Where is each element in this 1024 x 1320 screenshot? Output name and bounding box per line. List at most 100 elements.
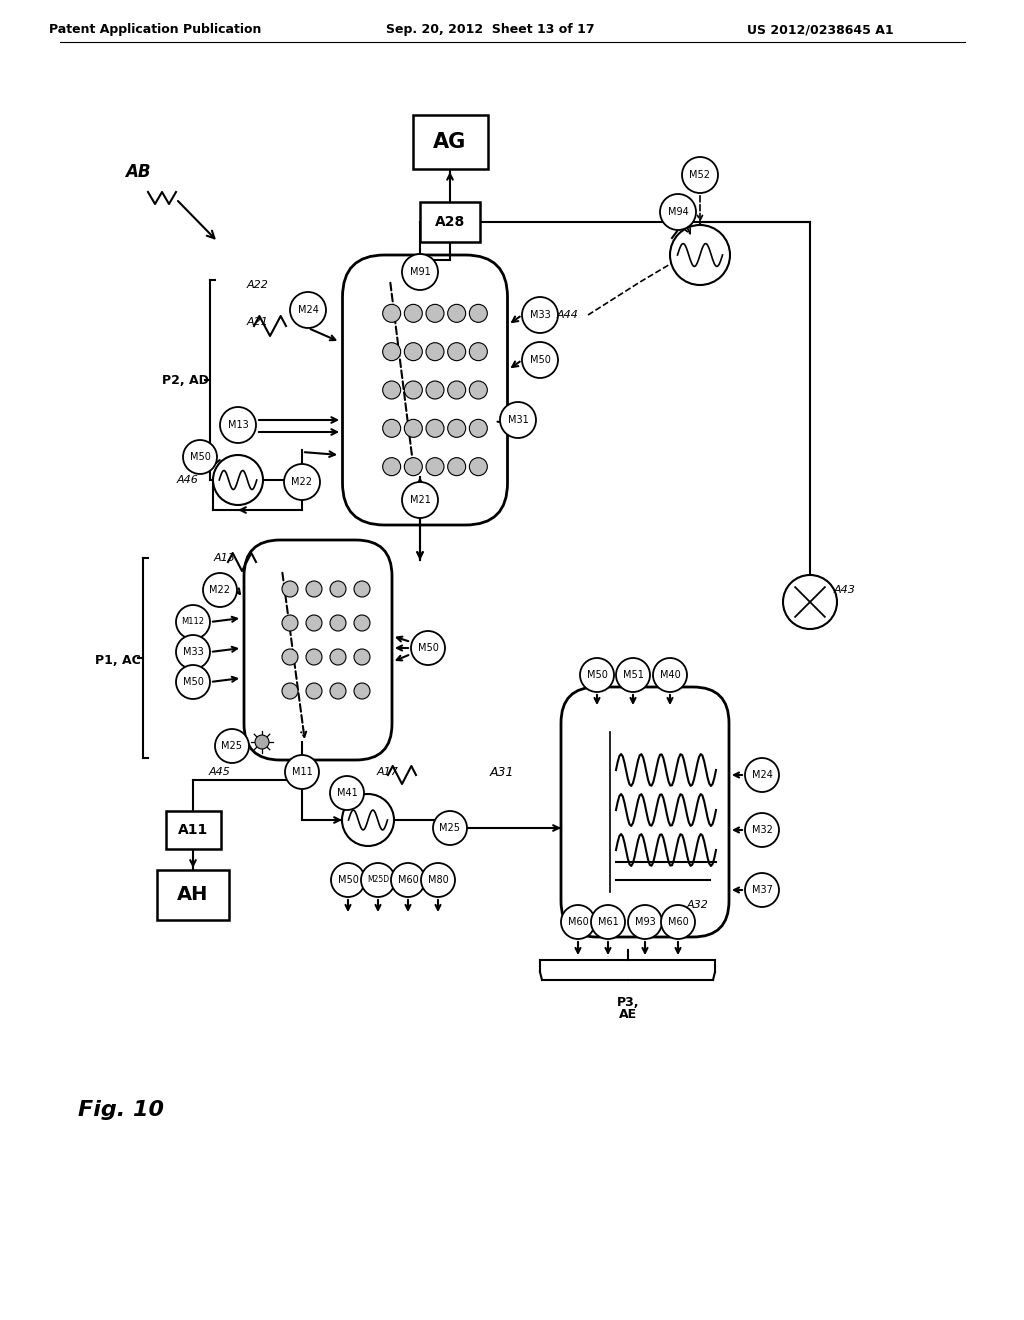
Circle shape xyxy=(522,297,558,333)
Text: A11: A11 xyxy=(178,822,208,837)
Circle shape xyxy=(469,381,487,399)
Circle shape xyxy=(383,305,400,322)
Circle shape xyxy=(469,458,487,475)
Text: M50: M50 xyxy=(338,875,358,884)
Circle shape xyxy=(306,682,322,700)
Circle shape xyxy=(591,906,625,939)
Circle shape xyxy=(176,665,210,700)
Text: A46: A46 xyxy=(176,475,198,484)
Circle shape xyxy=(561,906,595,939)
Circle shape xyxy=(330,649,346,665)
Text: M60: M60 xyxy=(668,917,688,927)
Text: M24: M24 xyxy=(298,305,318,315)
Circle shape xyxy=(330,581,346,597)
Text: M40: M40 xyxy=(659,671,680,680)
Circle shape xyxy=(447,458,466,475)
FancyBboxPatch shape xyxy=(413,115,487,169)
Circle shape xyxy=(447,305,466,322)
Circle shape xyxy=(215,729,249,763)
Text: M41: M41 xyxy=(337,788,357,799)
Text: AH: AH xyxy=(177,886,209,904)
Circle shape xyxy=(404,343,422,360)
Circle shape xyxy=(662,906,695,939)
FancyBboxPatch shape xyxy=(244,540,392,760)
Text: US 2012/0238645 A1: US 2012/0238645 A1 xyxy=(746,24,893,37)
Circle shape xyxy=(522,342,558,378)
Circle shape xyxy=(745,873,779,907)
Circle shape xyxy=(404,458,422,475)
Text: M50: M50 xyxy=(587,671,607,680)
Circle shape xyxy=(282,615,298,631)
Text: AE: AE xyxy=(618,1008,637,1022)
Text: A32: A32 xyxy=(687,900,709,909)
Text: M24: M24 xyxy=(752,770,772,780)
Text: M22: M22 xyxy=(292,477,312,487)
Circle shape xyxy=(404,381,422,399)
Circle shape xyxy=(404,420,422,437)
Circle shape xyxy=(354,581,370,597)
Circle shape xyxy=(402,253,438,290)
Circle shape xyxy=(391,863,425,898)
FancyBboxPatch shape xyxy=(561,686,729,937)
Circle shape xyxy=(306,581,322,597)
Text: P1, AC: P1, AC xyxy=(95,653,140,667)
Circle shape xyxy=(176,635,210,669)
Circle shape xyxy=(426,305,444,322)
Text: A13: A13 xyxy=(214,553,236,564)
Text: M60: M60 xyxy=(397,875,419,884)
Text: Fig. 10: Fig. 10 xyxy=(78,1100,164,1119)
Circle shape xyxy=(426,458,444,475)
Circle shape xyxy=(330,776,364,810)
Circle shape xyxy=(383,458,400,475)
Text: P3,: P3, xyxy=(616,995,639,1008)
Circle shape xyxy=(331,863,365,898)
Circle shape xyxy=(469,420,487,437)
Circle shape xyxy=(783,576,837,630)
Text: A17: A17 xyxy=(377,767,399,777)
Text: M80: M80 xyxy=(428,875,449,884)
FancyBboxPatch shape xyxy=(166,810,220,849)
Circle shape xyxy=(580,657,614,692)
Circle shape xyxy=(282,649,298,665)
Text: M32: M32 xyxy=(752,825,772,836)
Text: M11: M11 xyxy=(292,767,312,777)
FancyBboxPatch shape xyxy=(157,870,229,920)
Circle shape xyxy=(176,605,210,639)
Text: M52: M52 xyxy=(689,170,711,180)
Text: Patent Application Publication: Patent Application Publication xyxy=(49,24,261,37)
Text: M91: M91 xyxy=(410,267,430,277)
Text: M94: M94 xyxy=(668,207,688,216)
Circle shape xyxy=(411,631,445,665)
Text: A31: A31 xyxy=(489,766,514,779)
Text: AG: AG xyxy=(433,132,467,152)
Circle shape xyxy=(306,615,322,631)
Circle shape xyxy=(383,343,400,360)
Circle shape xyxy=(330,682,346,700)
Circle shape xyxy=(447,381,466,399)
Circle shape xyxy=(330,615,346,631)
Circle shape xyxy=(342,795,394,846)
Circle shape xyxy=(285,755,319,789)
Circle shape xyxy=(404,305,422,322)
Text: Sep. 20, 2012  Sheet 13 of 17: Sep. 20, 2012 Sheet 13 of 17 xyxy=(386,24,594,37)
Circle shape xyxy=(282,682,298,700)
Text: M51: M51 xyxy=(623,671,643,680)
Circle shape xyxy=(426,343,444,360)
FancyBboxPatch shape xyxy=(342,255,508,525)
Circle shape xyxy=(682,157,718,193)
Circle shape xyxy=(421,863,455,898)
Circle shape xyxy=(255,735,269,748)
Text: M31: M31 xyxy=(508,414,528,425)
Circle shape xyxy=(306,649,322,665)
Circle shape xyxy=(745,758,779,792)
Circle shape xyxy=(383,381,400,399)
Circle shape xyxy=(433,810,467,845)
Text: M13: M13 xyxy=(227,420,249,430)
Text: M60: M60 xyxy=(567,917,589,927)
Text: M50: M50 xyxy=(529,355,551,366)
Text: A43: A43 xyxy=(835,585,856,595)
Circle shape xyxy=(628,906,662,939)
Circle shape xyxy=(469,305,487,322)
Text: M33: M33 xyxy=(529,310,550,319)
Circle shape xyxy=(616,657,650,692)
